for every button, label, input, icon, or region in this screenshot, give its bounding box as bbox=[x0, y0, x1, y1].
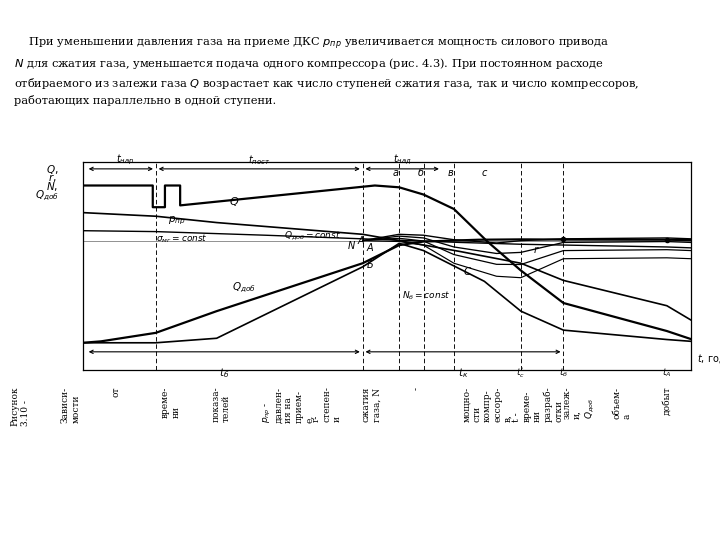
Text: объем-
а: объем- а bbox=[613, 387, 632, 418]
Text: $р_{пр}$: $р_{пр}$ bbox=[168, 215, 186, 227]
Text: $t_{б}$: $t_{б}$ bbox=[559, 366, 568, 379]
Text: сжатия
газа, N: сжатия газа, N bbox=[362, 387, 381, 422]
Text: $а$: $а$ bbox=[392, 167, 400, 178]
Text: $Q_{доб}$: $Q_{доб}$ bbox=[35, 188, 59, 203]
Text: $r$: $r$ bbox=[533, 244, 540, 255]
Text: $σ_{мг}=const$: $σ_{мг}=const$ bbox=[156, 233, 207, 245]
Text: залеж-
и,
$Q_{доб}$: залеж- и, $Q_{доб}$ bbox=[562, 387, 596, 419]
Text: мощно-
сти
компр-
ессоро-
в,: мощно- сти компр- ессоро- в, bbox=[462, 387, 513, 422]
Text: Рисунок
3.10 -: Рисунок 3.10 - bbox=[11, 387, 30, 426]
Text: $N,$: $N,$ bbox=[46, 180, 58, 193]
Text: $N_{б}=const$: $N_{б}=const$ bbox=[402, 289, 451, 302]
Text: от: от bbox=[111, 387, 120, 397]
Text: $N$: $N$ bbox=[348, 239, 356, 251]
Text: показа-
телей: показа- телей bbox=[212, 387, 231, 422]
Text: $t_{с}'$: $t_{с}'$ bbox=[516, 366, 526, 380]
Text: $Q$: $Q$ bbox=[229, 195, 239, 208]
Text: $Q_{доб}=const$: $Q_{доб}=const$ bbox=[284, 229, 341, 241]
Text: r-
степен-
и: r- степен- и bbox=[312, 387, 341, 422]
Text: Зависи-
мости: Зависи- мости bbox=[61, 387, 81, 423]
Text: $A$: $A$ bbox=[366, 241, 374, 253]
Text: $р_{пр}$ -
давлен-
ия на
прием-
е,: $р_{пр}$ - давлен- ия на прием- е, bbox=[261, 387, 314, 422]
Text: $C$: $C$ bbox=[463, 265, 472, 277]
Text: $t_{А}$: $t_{А}$ bbox=[662, 366, 672, 379]
Text: $Q,$: $Q,$ bbox=[45, 163, 58, 176]
Text: $с$: $с$ bbox=[481, 167, 488, 178]
Text: При уменьшении давления газа на приеме ДКС $\boldsymbol{p_{пр}}$ увеличивается м: При уменьшении давления газа на приеме Д… bbox=[14, 35, 640, 106]
Text: $в$: $в$ bbox=[447, 167, 454, 178]
Text: 76: 76 bbox=[683, 5, 702, 19]
Text: $t_{к}$: $t_{к}$ bbox=[458, 366, 468, 380]
Text: $А$: $А$ bbox=[356, 234, 365, 246]
Text: $Б$: $Б$ bbox=[366, 258, 374, 270]
Text: $Q_{доб}$: $Q_{доб}$ bbox=[232, 281, 256, 295]
Text: $r,$: $r,$ bbox=[48, 172, 56, 184]
Text: $t_{б}$: $t_{б}$ bbox=[219, 366, 230, 380]
Text: $б$: $б$ bbox=[417, 166, 424, 178]
Text: t -
време-
ни
разраб-
отки: t - време- ни разраб- отки bbox=[512, 387, 564, 422]
Text: добыт: добыт bbox=[662, 387, 672, 415]
Text: -: - bbox=[412, 387, 421, 389]
Text: $t_{пост}$: $t_{пост}$ bbox=[248, 153, 271, 167]
Text: $t_{нар}$: $t_{нар}$ bbox=[116, 153, 135, 167]
Text: $t_{над}$: $t_{над}$ bbox=[393, 153, 412, 167]
Text: време-
ни: време- ни bbox=[161, 387, 181, 418]
Text: $t$, годы: $t$, годы bbox=[697, 353, 720, 366]
